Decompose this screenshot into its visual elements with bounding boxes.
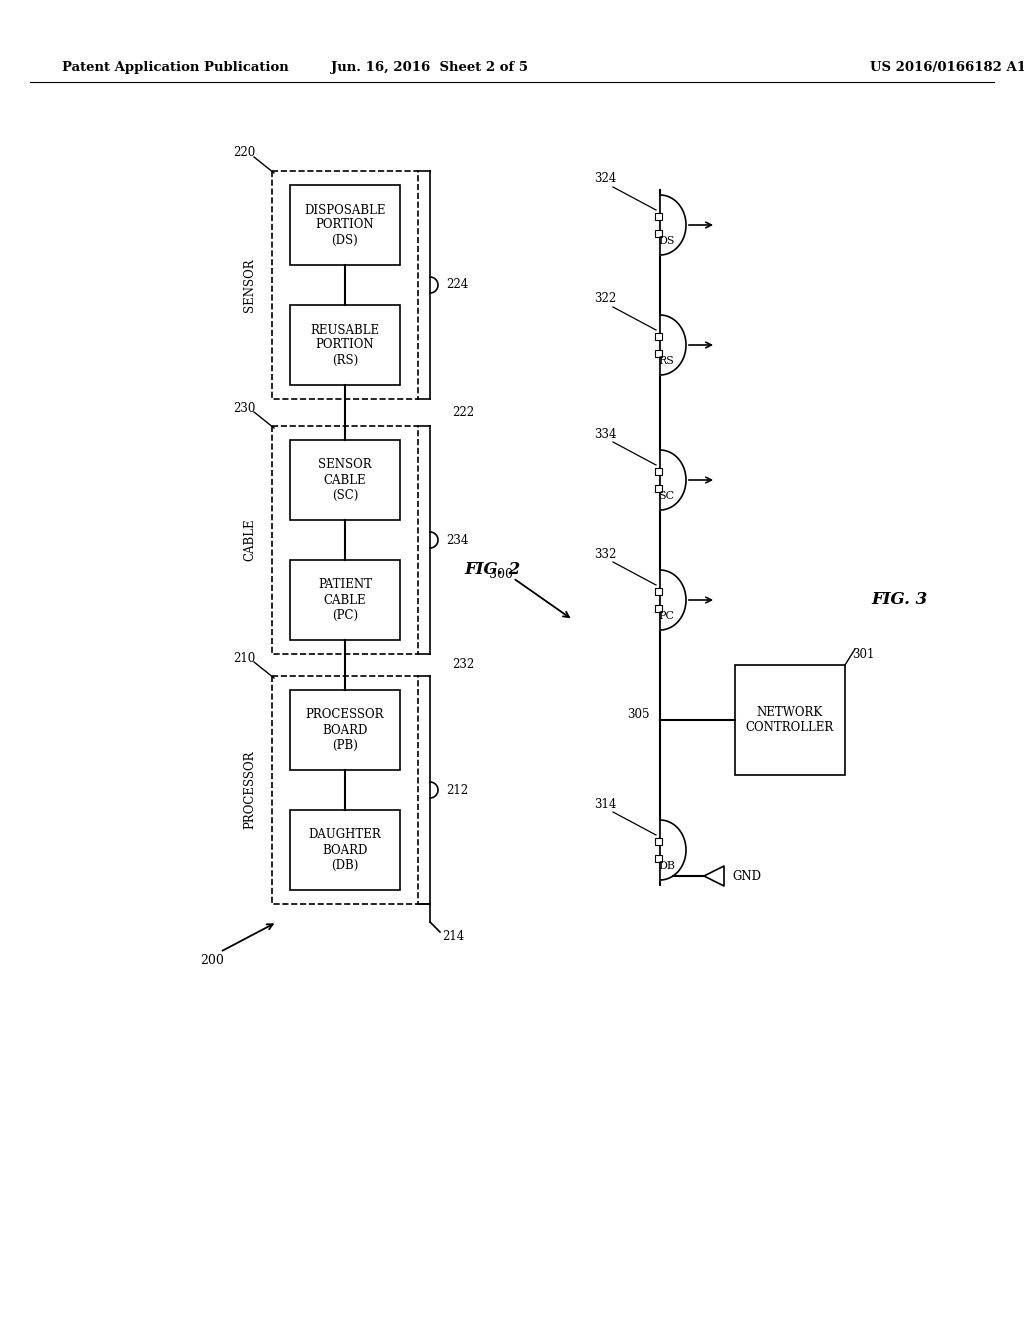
Polygon shape	[705, 866, 724, 886]
Bar	[735, 665, 845, 775]
Text: 332: 332	[594, 548, 616, 561]
Polygon shape	[660, 820, 686, 880]
Text: 301: 301	[852, 648, 874, 661]
Text: 220: 220	[232, 147, 255, 160]
Text: US 2016/0166182 A1: US 2016/0166182 A1	[870, 62, 1024, 74]
Text: 232: 232	[452, 659, 474, 672]
Text: SENSOR
CABLE
(SC): SENSOR CABLE (SC)	[318, 458, 372, 502]
Text: GND: GND	[732, 870, 761, 883]
Bar	[290, 560, 400, 640]
Bar	[655, 213, 663, 220]
Bar	[290, 305, 400, 385]
Text: PATIENT
CABLE
(PC): PATIENT CABLE (PC)	[318, 578, 372, 622]
Text: DS: DS	[658, 235, 675, 246]
Bar	[655, 230, 663, 236]
Text: 324: 324	[594, 173, 616, 186]
Bar	[290, 185, 400, 265]
Text: PROCESSOR: PROCESSOR	[244, 751, 256, 829]
Bar	[290, 440, 400, 520]
Text: DISPOSABLE
PORTION
(DS): DISPOSABLE PORTION (DS)	[304, 203, 386, 247]
Bar	[290, 810, 400, 890]
Text: 300: 300	[489, 568, 513, 581]
Text: 212: 212	[446, 784, 468, 796]
Bar	[655, 484, 663, 492]
Text: 234: 234	[446, 533, 468, 546]
Text: 230: 230	[232, 401, 255, 414]
Text: Patent Application Publication: Patent Application Publication	[62, 62, 289, 74]
Bar	[655, 589, 663, 595]
Text: 222: 222	[452, 407, 474, 418]
Text: 322: 322	[594, 293, 616, 305]
Text: FIG. 2: FIG. 2	[465, 561, 521, 578]
Bar	[655, 469, 663, 475]
Bar	[272, 426, 418, 653]
Text: 210: 210	[232, 652, 255, 664]
Text: PC: PC	[658, 611, 675, 620]
Text: SENSOR: SENSOR	[244, 259, 256, 312]
Text: REUSABLE
PORTION
(RS): REUSABLE PORTION (RS)	[310, 323, 380, 367]
Text: RS: RS	[658, 355, 675, 366]
Text: 214: 214	[442, 929, 464, 942]
Bar	[655, 855, 663, 862]
Text: SC: SC	[658, 491, 675, 500]
Bar	[655, 605, 663, 612]
Bar	[290, 690, 400, 770]
Text: 334: 334	[594, 428, 616, 441]
Text: FIG. 3: FIG. 3	[871, 591, 928, 609]
Text: NETWORK
CONTROLLER: NETWORK CONTROLLER	[745, 706, 835, 734]
Polygon shape	[660, 195, 686, 255]
Text: Jun. 16, 2016  Sheet 2 of 5: Jun. 16, 2016 Sheet 2 of 5	[332, 62, 528, 74]
Polygon shape	[660, 315, 686, 375]
Bar	[655, 838, 663, 845]
Text: PROCESSOR
BOARD
(PB): PROCESSOR BOARD (PB)	[306, 709, 384, 751]
Text: DB: DB	[658, 861, 675, 871]
Text: CABLE: CABLE	[244, 519, 256, 561]
Bar	[272, 172, 418, 399]
Text: 200: 200	[200, 953, 224, 966]
Bar	[655, 333, 663, 341]
Polygon shape	[660, 450, 686, 510]
Text: 305: 305	[627, 709, 649, 722]
Text: DAUGHTER
BOARD
(DB): DAUGHTER BOARD (DB)	[308, 829, 381, 871]
Text: 314: 314	[594, 797, 616, 810]
Bar	[655, 350, 663, 356]
Polygon shape	[660, 570, 686, 630]
Bar	[272, 676, 418, 904]
Text: 224: 224	[446, 279, 468, 292]
